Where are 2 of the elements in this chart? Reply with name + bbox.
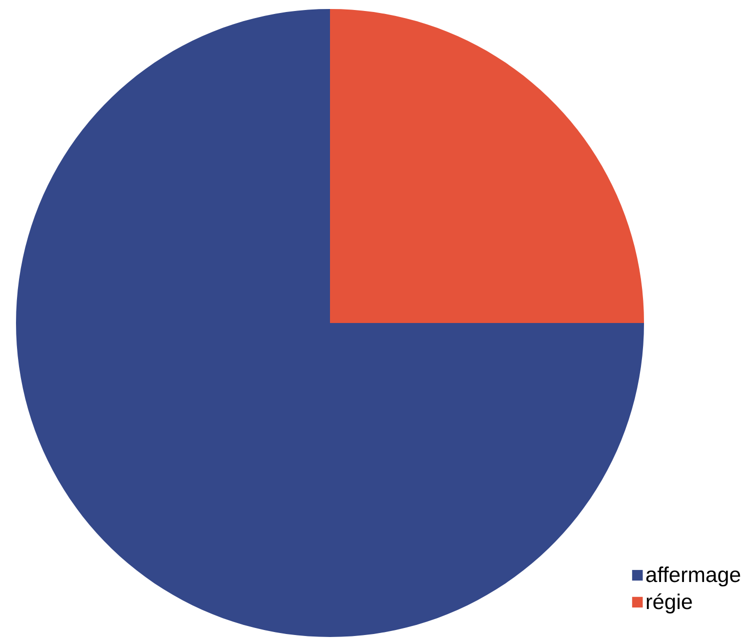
- legend-label: régie: [646, 593, 692, 614]
- legend-label: affermage: [646, 566, 740, 586]
